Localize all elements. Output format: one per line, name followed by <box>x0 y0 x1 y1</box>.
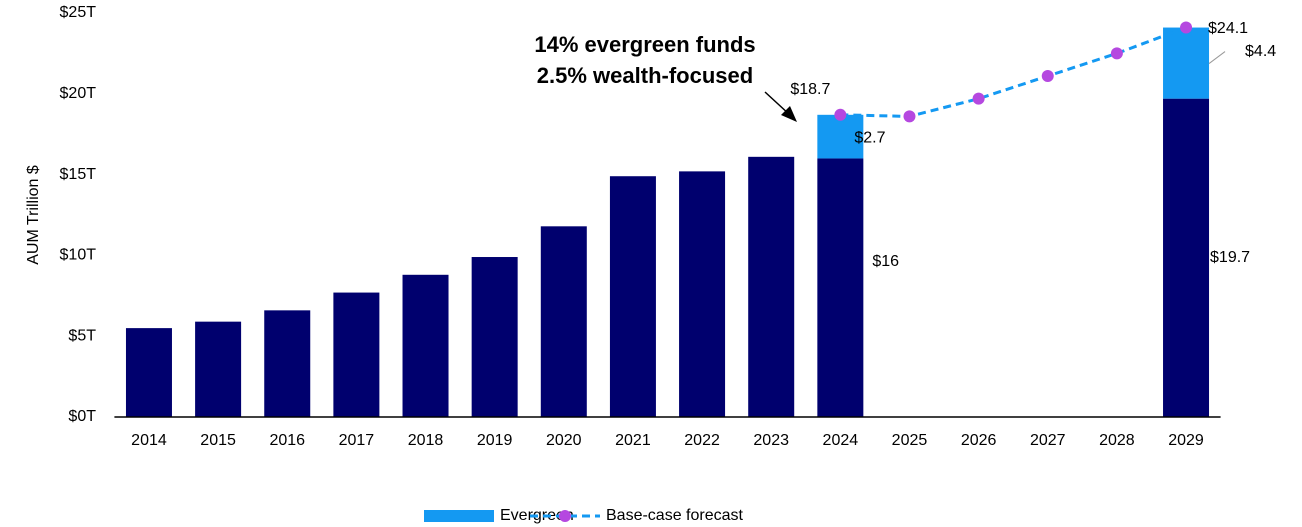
forecast-point <box>1110 47 1123 60</box>
bar <box>817 114 864 159</box>
bar <box>1163 98 1210 417</box>
forecast-point <box>972 92 985 105</box>
bar <box>333 292 380 417</box>
bar <box>1163 27 1210 99</box>
y-axis-label: AUM Trillion $ <box>25 165 42 265</box>
bar <box>748 156 795 417</box>
x-tick-label: 2015 <box>200 432 236 449</box>
x-tick-label: 2027 <box>1030 432 1066 449</box>
data-label: $4.4 <box>1245 43 1276 60</box>
x-tick-label: 2029 <box>1168 432 1204 449</box>
y-tick-label: $5T <box>68 327 96 344</box>
x-tick-label: 2024 <box>823 432 859 449</box>
legend-swatch <box>424 510 494 522</box>
y-tick-label: $20T <box>60 85 97 102</box>
forecast-point <box>834 108 847 121</box>
x-tick-label: 2028 <box>1099 432 1135 449</box>
x-tick-label: 2017 <box>339 432 375 449</box>
data-label: $19.7 <box>1210 249 1250 266</box>
bar <box>817 158 864 417</box>
bar <box>471 257 518 417</box>
bar <box>402 274 449 417</box>
x-tick-label: 2022 <box>684 432 720 449</box>
y-tick-label: $10T <box>60 247 97 264</box>
y-tick-label: $0T <box>68 408 96 425</box>
x-tick-label: 2026 <box>961 432 997 449</box>
legend-marker <box>559 510 571 522</box>
bar <box>609 176 656 417</box>
x-tick-label: 2019 <box>477 432 513 449</box>
x-tick-label: 2023 <box>753 432 789 449</box>
forecast-point <box>1041 70 1054 83</box>
bar <box>540 226 587 417</box>
y-tick-label: $25T <box>60 4 97 21</box>
bar <box>679 171 726 417</box>
annotation: 14% evergreen funds <box>534 32 755 57</box>
bar <box>264 310 311 417</box>
bar <box>125 328 172 417</box>
data-label: $18.7 <box>790 81 830 98</box>
forecast-point <box>1180 21 1193 34</box>
leader-line <box>1208 51 1226 64</box>
legend-label: Base-case forecast <box>606 507 744 524</box>
x-tick-label: 2025 <box>892 432 928 449</box>
x-tick-label: 2016 <box>269 432 305 449</box>
data-label: $24.1 <box>1208 20 1248 37</box>
x-tick-label: 2018 <box>408 432 444 449</box>
data-label: $2.7 <box>854 130 885 147</box>
forecast-point <box>903 110 916 123</box>
forecast-line <box>840 26 1187 118</box>
x-tick-label: 2020 <box>546 432 582 449</box>
annotation: 2.5% wealth-focused <box>537 63 753 88</box>
annotation-arrowhead <box>781 106 797 122</box>
data-label: $16 <box>872 253 899 270</box>
x-tick-label: 2014 <box>131 432 167 449</box>
y-tick-label: $15T <box>60 166 97 183</box>
bar <box>195 321 242 417</box>
x-tick-label: 2021 <box>615 432 651 449</box>
